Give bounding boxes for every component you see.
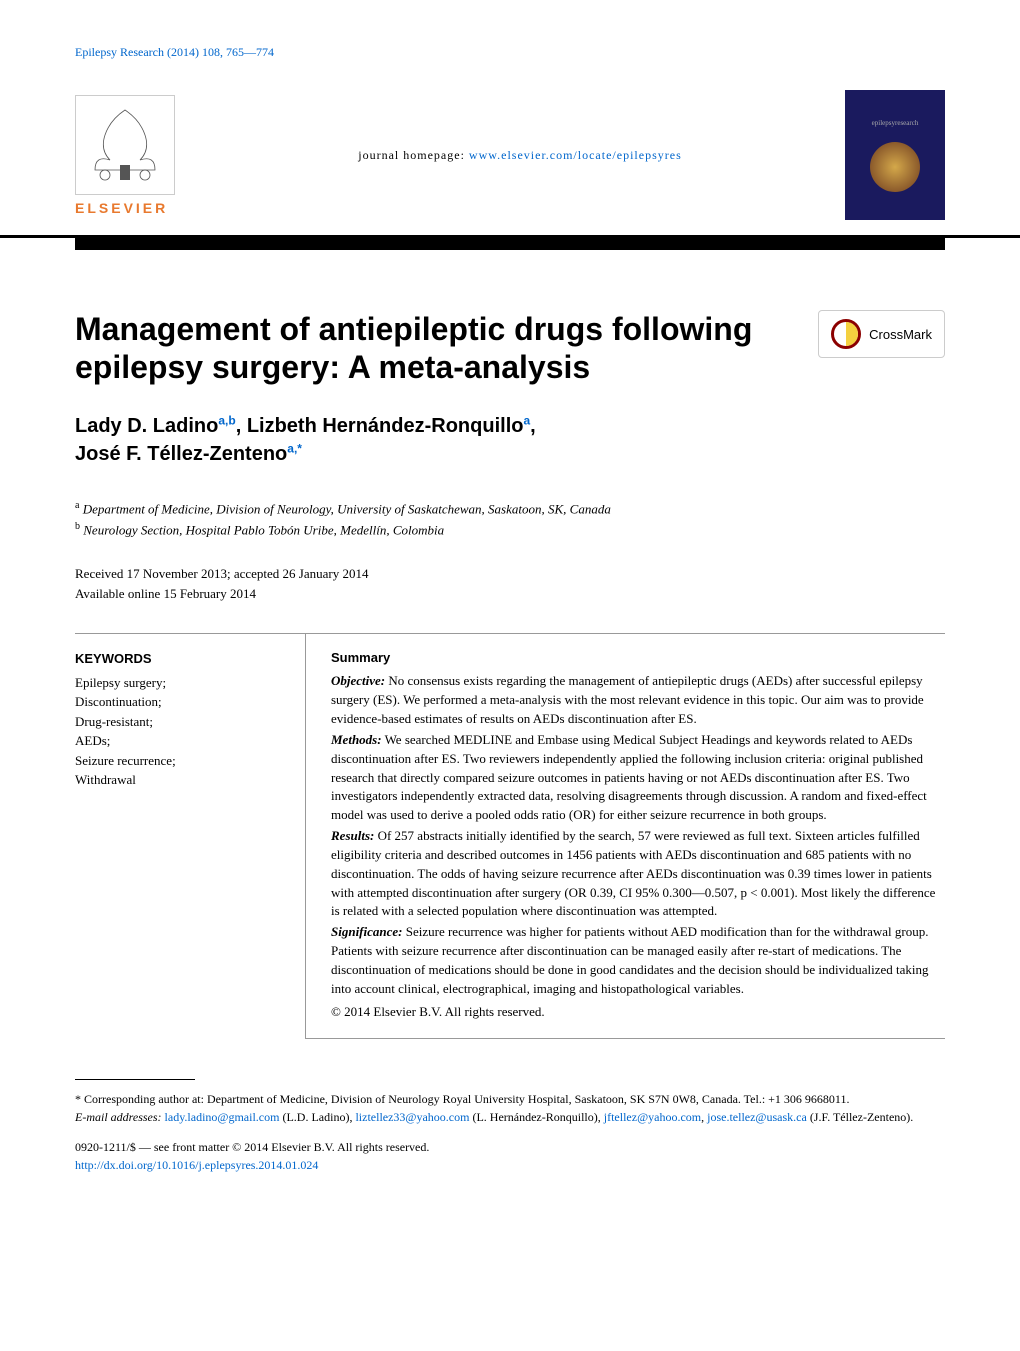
issn-line: 0920-1211/$ — see front matter © 2014 El… (75, 1138, 945, 1156)
email-4-name: (J.F. Téllez-Zenteno). (807, 1110, 913, 1124)
elsevier-tree-icon (75, 95, 175, 195)
article-content: Management of antiepileptic drugs follow… (0, 250, 1020, 1079)
affiliation-a: Department of Medicine, Division of Neur… (83, 501, 611, 516)
title-row: Management of antiepileptic drugs follow… (75, 310, 945, 387)
author-2: Lizbeth Hernández-Ronquillo (247, 415, 524, 437)
corresponding-author: * Corresponding author at: Department of… (75, 1090, 945, 1108)
keywords-title: KEYWORDS (75, 649, 260, 669)
email-4-link[interactable]: jose.tellez@usask.ca (707, 1110, 807, 1124)
article-title: Management of antiepileptic drugs follow… (75, 310, 795, 387)
affiliations: a Department of Medicine, Division of Ne… (75, 498, 945, 540)
author-3-affil: a,* (287, 441, 302, 455)
abstract-section: KEYWORDS Epilepsy surgery; Discontinuati… (75, 633, 945, 1039)
author-2-affil: a (523, 413, 530, 427)
author-1-affil: a,b (218, 413, 235, 427)
elsevier-logo[interactable]: ELSEVIER (75, 95, 195, 216)
available-date: Available online 15 February 2014 (75, 584, 945, 604)
journal-ref-link[interactable]: Epilepsy Research (2014) 108, 765—774 (75, 45, 274, 59)
affiliation-b: Neurology Section, Hospital Pablo Tobón … (83, 522, 444, 537)
email-addresses: E-mail addresses: lady.ladino@gmail.com … (75, 1108, 945, 1126)
keywords-list: Epilepsy surgery; Discontinuation; Drug-… (75, 673, 260, 790)
crossmark-icon (831, 319, 861, 349)
page-header: Epilepsy Research (2014) 108, 765—774 (0, 0, 1020, 60)
methods-text: We searched MEDLINE and Embase using Med… (331, 732, 927, 822)
email-1-name: (L.D. Ladino), (279, 1110, 355, 1124)
email-2-name: (L. Hernández-Ronquillo), (469, 1110, 603, 1124)
summary-copyright: © 2014 Elsevier B.V. All rights reserved… (331, 1003, 945, 1022)
footer-divider (75, 1079, 195, 1080)
methods-label: Methods: (331, 732, 382, 747)
significance-label: Significance: (331, 924, 403, 939)
journal-cover-thumbnail[interactable]: epilepsyresearch (845, 90, 945, 220)
received-date: Received 17 November 2013; accepted 26 J… (75, 564, 945, 584)
journal-banner: ELSEVIER journal homepage: www.elsevier.… (0, 60, 1020, 238)
keywords-box: KEYWORDS Epilepsy surgery; Discontinuati… (75, 634, 275, 1039)
email-2-link[interactable]: liztellez33@yahoo.com (355, 1110, 469, 1124)
crossmark-badge[interactable]: CrossMark (818, 310, 945, 358)
article-dates: Received 17 November 2013; accepted 26 J… (75, 564, 945, 603)
author-1: Lady D. Ladino (75, 415, 218, 437)
homepage-label: journal homepage: (358, 148, 465, 162)
summary-box: Summary Objective: No consensus exists r… (305, 634, 945, 1039)
crossmark-label: CrossMark (869, 327, 932, 342)
cover-title: epilepsyresearch (870, 119, 920, 127)
summary-title: Summary (331, 649, 945, 668)
objective-label: Objective: (331, 673, 385, 688)
author-3: José F. Téllez-Zenteno (75, 443, 287, 465)
results-text: Of 257 abstracts initially identified by… (331, 828, 935, 918)
objective-text: No consensus exists regarding the manage… (331, 673, 924, 726)
results-label: Results: (331, 828, 374, 843)
significance-text: Seizure recurrence was higher for patien… (331, 924, 929, 996)
doi-link[interactable]: http://dx.doi.org/10.1016/j.eplepsyres.2… (75, 1158, 318, 1172)
authors: Lady D. Ladinoa,b, Lizbeth Hernández-Ron… (75, 412, 945, 468)
banner-divider (75, 238, 945, 250)
homepage-link[interactable]: www.elsevier.com/locate/epilepsyres (469, 148, 682, 162)
email-1-link[interactable]: lady.ladino@gmail.com (165, 1110, 280, 1124)
footer: * Corresponding author at: Department of… (0, 1079, 1020, 1214)
journal-homepage: journal homepage: www.elsevier.com/locat… (358, 148, 681, 163)
cover-graphic-icon (870, 142, 920, 192)
email-3-link[interactable]: jftellez@yahoo.com (604, 1110, 701, 1124)
elsevier-wordmark: ELSEVIER (75, 200, 195, 216)
email-label: E-mail addresses: (75, 1110, 162, 1124)
